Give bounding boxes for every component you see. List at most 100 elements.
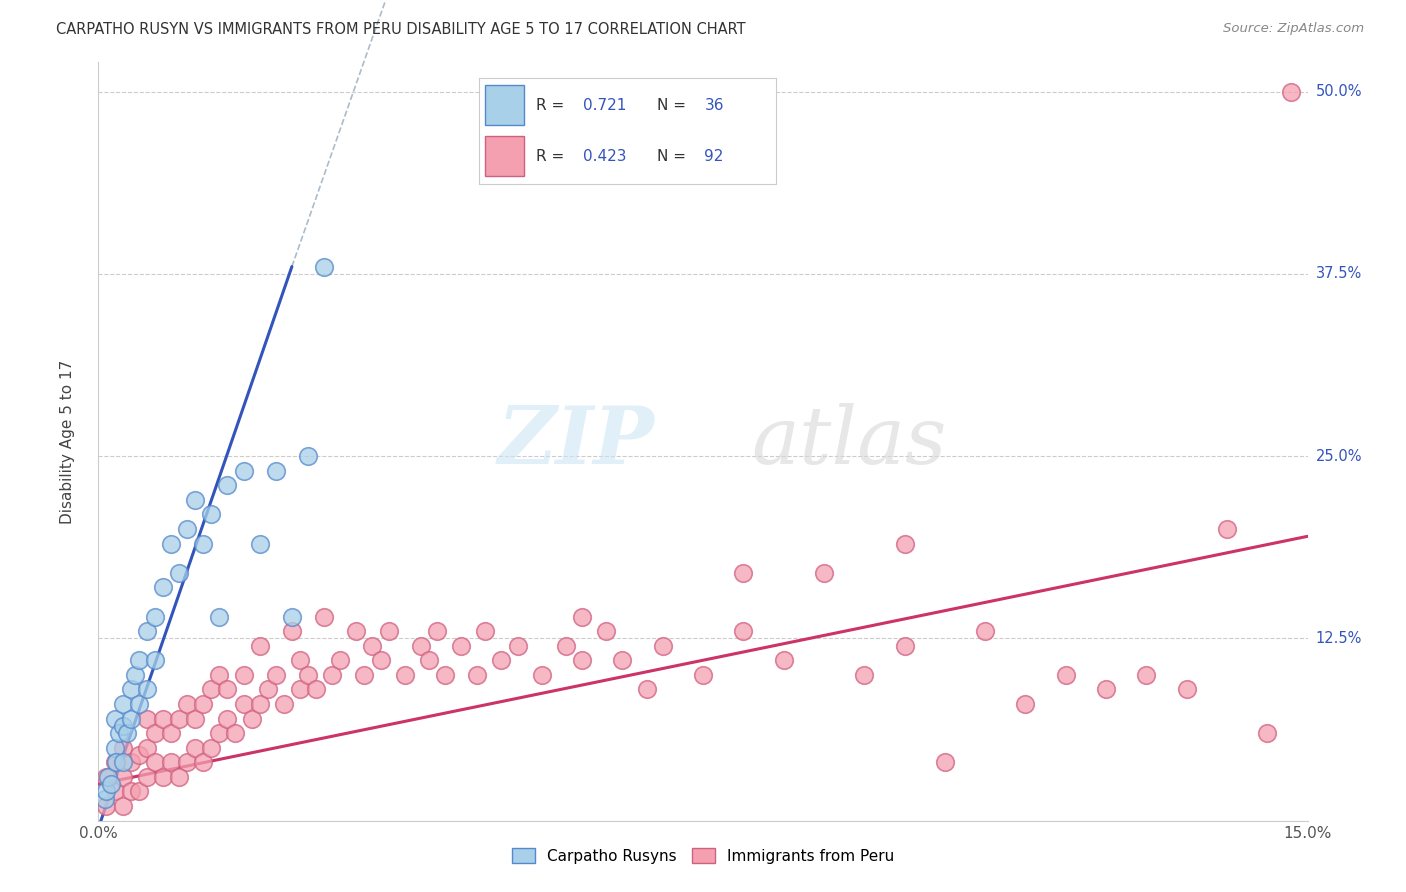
Point	[321, 668, 343, 682]
Point	[120, 712, 142, 726]
Text: ZIP: ZIP	[498, 403, 655, 480]
Point	[160, 536, 183, 550]
Point	[128, 747, 150, 762]
Point	[450, 639, 472, 653]
Point	[176, 522, 198, 536]
Point	[249, 536, 271, 550]
Point	[232, 697, 254, 711]
Point	[200, 682, 222, 697]
Point	[1135, 668, 1157, 682]
Point	[733, 566, 755, 580]
Point	[200, 508, 222, 522]
Point	[288, 653, 311, 667]
Point	[1175, 682, 1198, 697]
Point	[160, 726, 183, 740]
Point	[120, 682, 142, 697]
Point	[115, 726, 138, 740]
Point	[329, 653, 352, 667]
Point	[152, 580, 174, 594]
Point	[143, 609, 166, 624]
Point	[100, 777, 122, 791]
Point	[353, 668, 375, 682]
Point	[256, 682, 278, 697]
Point	[111, 697, 134, 711]
Point	[160, 756, 183, 770]
Point	[853, 668, 876, 682]
Point	[143, 726, 166, 740]
Point	[1014, 697, 1036, 711]
Text: 37.5%: 37.5%	[1316, 267, 1362, 281]
Text: CARPATHO RUSYN VS IMMIGRANTS FROM PERU DISABILITY AGE 5 TO 17 CORRELATION CHART: CARPATHO RUSYN VS IMMIGRANTS FROM PERU D…	[56, 22, 745, 37]
Text: Source: ZipAtlas.com: Source: ZipAtlas.com	[1223, 22, 1364, 36]
Point	[249, 697, 271, 711]
Point	[96, 799, 118, 814]
Point	[217, 682, 239, 697]
Point	[184, 712, 207, 726]
Point	[813, 566, 835, 580]
Text: atlas: atlas	[751, 403, 946, 480]
Point	[394, 668, 416, 682]
Point	[143, 653, 166, 667]
Point	[314, 260, 336, 274]
Point	[124, 668, 146, 682]
Point	[167, 770, 190, 784]
Point	[143, 756, 166, 770]
Point	[297, 449, 319, 463]
Point	[571, 653, 593, 667]
Point	[240, 712, 263, 726]
Text: 12.5%: 12.5%	[1316, 631, 1362, 646]
Point	[208, 609, 231, 624]
Point	[167, 566, 190, 580]
Point	[128, 697, 150, 711]
Point	[184, 492, 207, 507]
Point	[344, 624, 367, 639]
Point	[103, 712, 125, 726]
Point	[571, 609, 593, 624]
Point	[97, 770, 120, 784]
Point	[281, 609, 304, 624]
Point	[612, 653, 634, 667]
Point	[111, 719, 134, 733]
Point	[105, 756, 128, 770]
Text: 50.0%: 50.0%	[1316, 84, 1362, 99]
Point	[135, 770, 157, 784]
Point	[370, 653, 392, 667]
Point	[1281, 85, 1303, 99]
Point	[111, 770, 134, 784]
Point	[264, 668, 287, 682]
Point	[135, 740, 157, 755]
Point	[120, 756, 142, 770]
Point	[111, 740, 134, 755]
Point	[217, 712, 239, 726]
Y-axis label: Disability Age 5 to 17: Disability Age 5 to 17	[60, 359, 75, 524]
Point	[692, 668, 714, 682]
Text: 25.0%: 25.0%	[1316, 449, 1362, 464]
Point	[434, 668, 457, 682]
Point	[934, 756, 956, 770]
Point	[1256, 726, 1278, 740]
Point	[595, 624, 617, 639]
Point	[135, 712, 157, 726]
Point	[361, 639, 384, 653]
Point	[176, 697, 198, 711]
Point	[249, 639, 271, 653]
Point	[281, 624, 304, 639]
Point	[128, 784, 150, 798]
Point	[232, 668, 254, 682]
Point	[107, 726, 129, 740]
Point	[176, 756, 198, 770]
Point	[288, 682, 311, 697]
Legend: Carpatho Rusyns, Immigrants from Peru: Carpatho Rusyns, Immigrants from Peru	[506, 842, 900, 870]
Point	[273, 697, 295, 711]
Point	[893, 536, 915, 550]
Point	[167, 712, 190, 726]
Point	[152, 770, 174, 784]
Point	[733, 624, 755, 639]
Point	[184, 740, 207, 755]
Point	[193, 536, 215, 550]
Point	[530, 668, 553, 682]
Point	[474, 624, 496, 639]
Point	[772, 653, 794, 667]
Point	[128, 653, 150, 667]
Point	[224, 726, 246, 740]
